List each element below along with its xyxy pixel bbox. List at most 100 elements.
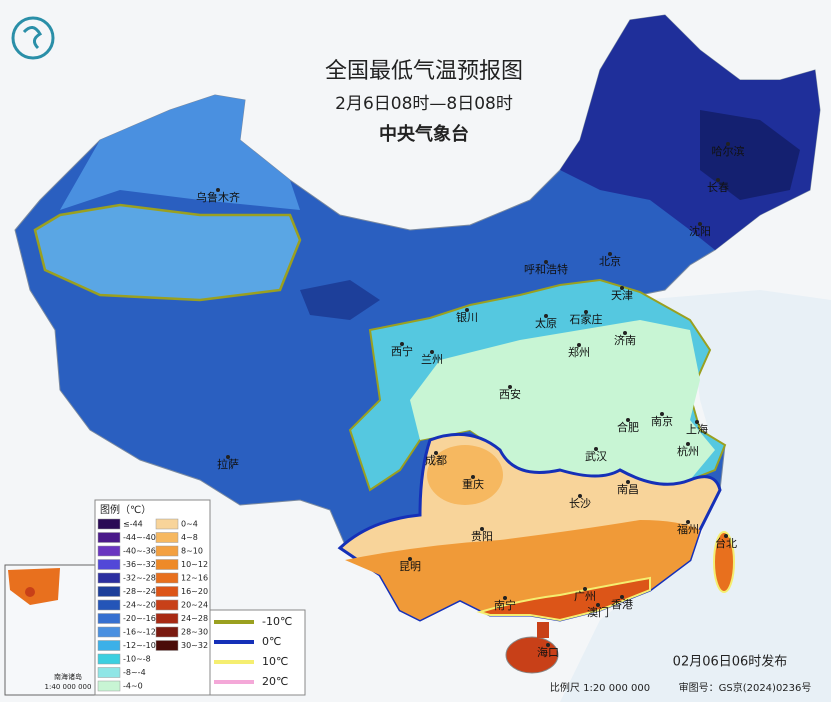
- title: 全国最低气温预报图: [325, 59, 523, 84]
- city-dot: [584, 310, 588, 314]
- city-label: 澳门: [587, 605, 609, 619]
- legend-label: -12~-10: [123, 641, 156, 650]
- city-label: 长沙: [569, 497, 591, 510]
- region-coast: [476, 576, 651, 622]
- city-dot: [578, 494, 582, 498]
- city-dot: [465, 308, 469, 312]
- inset-hainan: [25, 587, 35, 597]
- approval-number: 审图号：GS京(2024)0236号: [679, 681, 812, 694]
- city-label: 南昌: [617, 483, 639, 496]
- map-scale: 比例尺 1:20 000 000: [550, 681, 650, 694]
- city-label: 长春: [707, 181, 729, 194]
- legend-swatch: [155, 572, 179, 584]
- issuer: 中央气象台: [379, 123, 469, 145]
- city-dot: [716, 178, 720, 182]
- legend-swatch: [97, 599, 121, 611]
- city-label: 呼和浩特: [524, 262, 568, 276]
- legend-label: -16~-12: [123, 628, 156, 637]
- legend-label: -44~-40: [123, 533, 156, 542]
- city-label: 杭州: [677, 444, 699, 458]
- city-dot: [620, 286, 624, 290]
- legend-swatch: [155, 545, 179, 557]
- city-label: 乌鲁木齐: [196, 190, 240, 204]
- city-dot: [430, 350, 434, 354]
- legend-swatch: [97, 626, 121, 638]
- legend-label: ≤-44: [123, 520, 143, 529]
- city-label: 沈阳: [689, 224, 711, 238]
- city-dot: [623, 331, 627, 335]
- city-dot: [596, 603, 600, 607]
- city-label: 西安: [499, 387, 521, 401]
- city-label: 台北: [715, 536, 737, 550]
- logo: [11, 16, 55, 60]
- legend-label: 4~8: [181, 533, 198, 542]
- legend-label: 30~32: [181, 641, 208, 650]
- city-dot: [660, 412, 664, 416]
- legend-swatch: [155, 599, 179, 611]
- city-label: 合肥: [617, 420, 639, 434]
- legend-label: -28~-24: [123, 587, 156, 596]
- legend-swatch: [97, 667, 121, 678]
- city-label: 南京: [651, 414, 673, 428]
- city-label: 福州: [677, 522, 699, 536]
- inset-scale: 1:40 000 000: [45, 683, 92, 691]
- region-sichuan-basin: [427, 445, 503, 505]
- legend-swatch: [155, 613, 179, 624]
- city-dot: [226, 455, 230, 459]
- city-dot: [726, 142, 730, 146]
- legend-title: 图例（℃）: [100, 503, 151, 516]
- city-dot: [544, 260, 548, 264]
- inset-land: [8, 568, 60, 605]
- legend-swatch: [155, 559, 179, 570]
- city-dot: [620, 595, 624, 599]
- region-north-xinjiang: [60, 95, 300, 210]
- city-label: 贵阳: [471, 530, 493, 543]
- legend-label: -24~-20: [123, 601, 156, 610]
- city-dot: [594, 447, 598, 451]
- legend-label: -40~-36: [123, 547, 156, 556]
- city-label: 海口: [537, 645, 559, 659]
- city-dot: [216, 188, 220, 192]
- city-dot: [608, 252, 612, 256]
- city-label: 哈尔滨: [712, 144, 745, 158]
- legend-label: 16~20: [181, 587, 208, 596]
- city-dot: [626, 418, 630, 422]
- legend-label: 10~12: [181, 560, 208, 569]
- legend-label: 24~28: [181, 614, 208, 623]
- legend-swatch: [97, 680, 121, 692]
- contour-label: 20℃: [262, 675, 288, 688]
- contour-label: 0℃: [262, 635, 281, 648]
- region-qilian: [300, 280, 380, 320]
- legend-label: -20~-16: [123, 614, 156, 623]
- city-label: 兰州: [421, 353, 443, 366]
- legend-label: 12~16: [181, 574, 208, 583]
- city-dot: [434, 451, 438, 455]
- city-dot: [724, 534, 728, 538]
- legend-swatch: [97, 572, 121, 584]
- city-label: 上海: [686, 422, 708, 436]
- legend-swatch: [97, 559, 121, 570]
- city-label: 北京: [599, 254, 621, 268]
- city-dot: [508, 385, 512, 389]
- legend-swatch: [97, 545, 121, 557]
- legend-swatch: [97, 613, 121, 624]
- legend-swatch: [97, 653, 121, 665]
- legend-swatch: [155, 532, 179, 543]
- issued-time: 02月06日06时发布: [673, 654, 788, 670]
- city-dot: [698, 222, 702, 226]
- city-label: 银川: [456, 310, 478, 324]
- legend-swatch: [97, 586, 121, 597]
- legend-label: 8~10: [181, 547, 203, 556]
- legend-label: -36~-32: [123, 560, 156, 569]
- contour-label: 10℃: [262, 655, 288, 668]
- legend-swatch: [97, 532, 121, 543]
- legend-swatch: [97, 518, 121, 530]
- city-dot: [577, 343, 581, 347]
- city-label: 武汉: [585, 450, 607, 463]
- city-label: 广州: [574, 590, 596, 603]
- legend-label: 20~24: [181, 601, 208, 610]
- legend-label: -8~-4: [123, 668, 146, 677]
- city-label: 西宁: [391, 344, 413, 358]
